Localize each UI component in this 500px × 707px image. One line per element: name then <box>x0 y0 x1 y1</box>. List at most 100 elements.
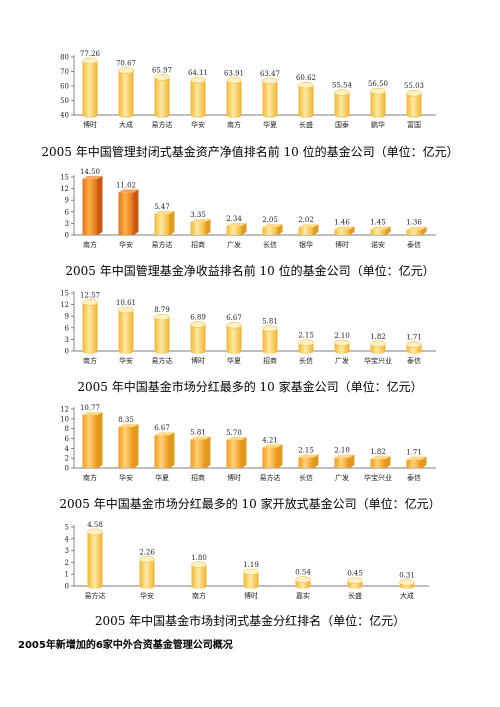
value-label: 3.35 <box>190 211 206 219</box>
value-label: 1.80 <box>191 554 207 562</box>
bar <box>334 229 350 235</box>
value-label: 2.02 <box>298 216 314 224</box>
category-label: 泰信 <box>407 240 421 249</box>
bar <box>298 227 314 235</box>
bar <box>191 564 207 586</box>
bar-side <box>313 224 319 235</box>
bar-side <box>133 189 139 235</box>
chart-3-title: 2005 年中国基金市场分红最多的 10 家基金公司（单位：亿元） <box>77 380 423 394</box>
value-label: 65.97 <box>152 66 172 74</box>
y-tick-label: 4 <box>65 445 70 453</box>
y-tick-label: 9 <box>65 313 69 321</box>
bar-base <box>191 583 207 589</box>
bar-top <box>334 454 355 458</box>
y-tick-label: 8 <box>65 425 69 433</box>
category-label: 招商 <box>263 356 277 365</box>
bar-top <box>334 339 350 347</box>
category-label: 长信 <box>299 473 313 482</box>
y-tick-label: 0 <box>65 348 69 356</box>
bar-side <box>205 219 211 235</box>
category-label: 嘉实 <box>296 591 310 600</box>
category-label: 华夏 <box>155 473 169 482</box>
bar-top <box>154 313 170 321</box>
value-label: 6.89 <box>190 313 206 321</box>
bar <box>154 317 170 351</box>
bar <box>118 192 134 235</box>
bar-top <box>370 226 391 230</box>
bar-top <box>190 321 206 328</box>
y-tick-label: 9 <box>65 197 69 205</box>
bar-top <box>226 222 247 226</box>
bar-top <box>298 339 314 346</box>
bar-top <box>226 321 242 329</box>
value-label: 6.67 <box>226 314 242 322</box>
bar-top <box>190 436 211 440</box>
value-label: 2.10 <box>334 332 350 340</box>
bar-base <box>87 583 103 589</box>
category-label: 泰信 <box>407 356 421 365</box>
category-label: 长盛 <box>299 120 313 129</box>
y-tick-label: 70 <box>60 68 69 76</box>
category-label: 华安 <box>119 240 133 249</box>
y-tick-label: 12 <box>60 301 69 309</box>
y-tick-label: 3 <box>65 336 69 344</box>
bar-side <box>241 222 247 235</box>
bar-top <box>139 556 155 563</box>
chart-1-title: 2005 年中国管理封闭式基金资产净值排名前 10 位的基金公司（单位：亿元） <box>41 145 459 159</box>
bar-base <box>370 348 386 354</box>
value-label: 55.03 <box>404 82 424 90</box>
value-label: 63.91 <box>224 69 244 77</box>
bar-top <box>295 576 311 583</box>
bar-base <box>82 348 98 354</box>
bar-top <box>190 76 206 84</box>
y-tick-label: 15 <box>60 290 69 298</box>
bar <box>262 227 278 235</box>
bar-side <box>421 456 427 468</box>
value-label: 2.34 <box>226 215 242 223</box>
bar-top <box>334 89 350 96</box>
bar <box>118 309 134 351</box>
y-tick-label: 40 <box>60 112 69 120</box>
category-label: 国泰 <box>335 120 349 129</box>
value-label: 63.47 <box>260 70 280 78</box>
bar-base <box>226 112 242 118</box>
y-tick-label: 50 <box>60 97 69 105</box>
bar <box>226 325 242 351</box>
value-label: 1.82 <box>370 333 386 341</box>
chart-1: 40 50 60 70 80 77.26 博时 70.67 大成 65.97 易方达 64.11 华安 6… <box>60 50 436 129</box>
bar-top <box>334 226 355 230</box>
value-label: 2.15 <box>298 332 314 340</box>
value-label: 64.11 <box>188 69 208 77</box>
bar <box>190 324 206 351</box>
category-label: 博时 <box>191 356 205 365</box>
bar-top <box>226 77 242 84</box>
bar-top <box>118 189 139 193</box>
value-label: 55.54 <box>332 81 353 89</box>
bar-top <box>82 57 98 65</box>
bar-base <box>347 583 363 589</box>
bar <box>118 426 134 468</box>
value-label: 0.31 <box>399 571 415 579</box>
bar-base <box>118 348 134 354</box>
value-label: 1.46 <box>334 218 350 226</box>
value-label: 1.45 <box>370 218 386 226</box>
section-heading: 2005年新增加的6家中外合资基金管理公司概况 <box>18 640 233 651</box>
y-tick-label: 0 <box>65 232 69 240</box>
bar <box>298 342 314 351</box>
bar-side <box>349 226 355 235</box>
category-label: 华安 <box>119 356 133 365</box>
bar <box>370 229 386 235</box>
value-label: 1.71 <box>406 449 422 457</box>
category-label: 华宝兴业 <box>364 473 392 482</box>
bar <box>190 80 206 115</box>
bar-base <box>154 112 170 118</box>
y-tick-label: 1 <box>65 571 69 579</box>
bar-side <box>421 226 427 235</box>
bar-top <box>406 456 427 460</box>
bar-side <box>133 423 139 468</box>
chart-3: 0 3 6 9 12 15 12.57 南方 10.61 华安 8.79 易方达 6.89 博时 6.67 华… <box>60 290 436 365</box>
bar-top <box>298 224 319 228</box>
category-label: 招商 <box>191 473 205 482</box>
bar-top <box>190 219 211 223</box>
bar <box>370 91 386 115</box>
